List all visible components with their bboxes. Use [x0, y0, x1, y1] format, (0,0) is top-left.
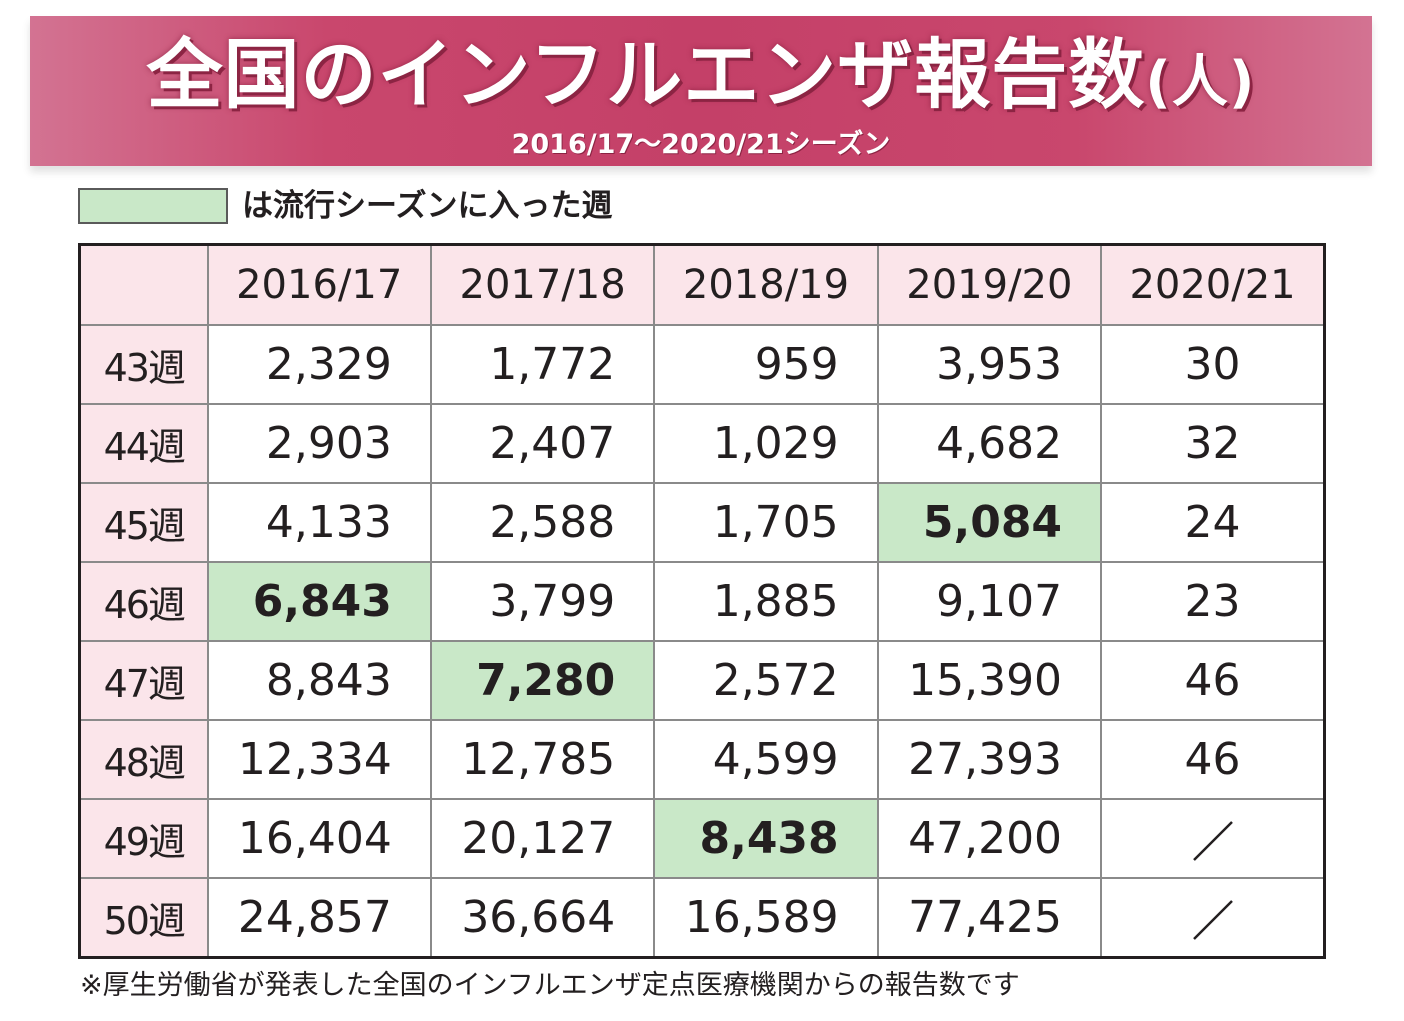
row-header-week: 48週	[78, 719, 209, 800]
table-cell: 27,393	[876, 719, 1103, 800]
table-cell: 2,588	[429, 482, 656, 563]
table-row: 49週 16,404 20,127 8,438 47,200	[78, 798, 1326, 879]
table-cell-epidemic-start: 7,280	[429, 640, 656, 721]
row-header-week: 47週	[78, 640, 209, 721]
header-corner-cell	[78, 243, 209, 326]
table-cell-epidemic-start: 5,084	[876, 482, 1103, 563]
legend: は流行シーズンに入った週	[78, 184, 612, 228]
table-cell: 46	[1100, 719, 1326, 800]
table-row: 47週 8,843 7,280 2,572 15,390 46	[78, 640, 1326, 721]
table-cell: 15,390	[876, 640, 1103, 721]
no-data-slash-icon	[1192, 900, 1233, 940]
column-header-2018-19: 2018/19	[653, 243, 879, 326]
row-header-week: 50週	[78, 877, 209, 959]
table-cell: 1,705	[653, 482, 879, 563]
title-banner: 全国のインフルエンザ報告数(人) 2016/17～2020/21シーズン	[30, 16, 1372, 166]
table-cell: 3,799	[429, 561, 656, 642]
column-header-2016-17: 2016/17	[206, 243, 432, 326]
column-header-2017-18: 2017/18	[429, 243, 656, 326]
table-cell: 23	[1100, 561, 1326, 642]
table-row: 44週 2,903 2,407 1,029 4,682 32	[78, 403, 1326, 484]
table-cell: 46	[1100, 640, 1326, 721]
table-cell: 32	[1100, 403, 1326, 484]
table-cell: 1,885	[653, 561, 879, 642]
table-cell: 4,599	[653, 719, 879, 800]
chart-title-unit: (人)	[1145, 50, 1256, 115]
table-cell: 959	[653, 324, 879, 405]
row-header-week: 45週	[78, 482, 209, 563]
row-header-week: 46週	[78, 561, 209, 642]
legend-text: は流行シーズンに入った週	[242, 188, 613, 224]
table-cell: 12,785	[429, 719, 656, 800]
table-cell: 8,843	[206, 640, 432, 721]
table-cell: 30	[1100, 324, 1326, 405]
table-cell: 12,334	[206, 719, 432, 800]
table-cell: 36,664	[429, 877, 656, 959]
table-header-row: 2016/17 2017/18 2018/19 2019/20 2020/21	[78, 243, 1326, 326]
table-cell: 4,682	[876, 403, 1103, 484]
table-cell: 16,589	[653, 877, 879, 959]
table-cell-no-data	[1100, 798, 1326, 879]
chart-title-text: 全国のインフルエンザ報告数	[146, 30, 1146, 119]
table-cell: 1,772	[429, 324, 656, 405]
table-row: 43週 2,329 1,772 959 3,953 30	[78, 324, 1326, 405]
table-row: 50週 24,857 36,664 16,589 77,425	[78, 877, 1326, 959]
legend-swatch	[78, 188, 228, 224]
influenza-table: 2016/17 2017/18 2018/19 2019/20 2020/21 …	[78, 243, 1326, 959]
table-body: 43週 2,329 1,772 959 3,953 30 44週 2,903 2,407 1,02…	[78, 324, 1326, 959]
row-header-week: 43週	[78, 324, 209, 405]
chart-subtitle: 2016/17～2020/21シーズン	[511, 129, 891, 160]
table-cell: 2,407	[429, 403, 656, 484]
table-cell-epidemic-start: 6,843	[206, 561, 432, 642]
table-cell: 9,107	[876, 561, 1103, 642]
table-cell: 47,200	[876, 798, 1103, 879]
table-cell: 1,029	[653, 403, 879, 484]
row-header-week: 49週	[78, 798, 209, 879]
table-cell: 2,329	[206, 324, 432, 405]
table-cell: 77,425	[876, 877, 1103, 959]
row-header-week: 44週	[78, 403, 209, 484]
table-cell: 16,404	[206, 798, 432, 879]
footnote: ※厚生労働省が発表した全国のインフルエンザ定点医療機関からの報告数です	[80, 970, 1020, 1001]
table-cell-no-data	[1100, 877, 1326, 959]
column-header-2019-20: 2019/20	[876, 243, 1103, 326]
table-cell: 20,127	[429, 798, 656, 879]
table-row: 45週 4,133 2,588 1,705 5,084 24	[78, 482, 1326, 563]
table-row: 48週 12,334 12,785 4,599 27,393 46	[78, 719, 1326, 800]
table-cell: 24,857	[206, 877, 432, 959]
table-cell: 2,572	[653, 640, 879, 721]
table-cell: 2,903	[206, 403, 432, 484]
table-cell: 4,133	[206, 482, 432, 563]
table-cell-epidemic-start: 8,438	[653, 798, 879, 879]
table-cell: 3,953	[876, 324, 1103, 405]
table-row: 46週 6,843 3,799 1,885 9,107 23	[78, 561, 1326, 642]
chart-title: 全国のインフルエンザ報告数(人)	[30, 30, 1372, 128]
table-cell: 24	[1100, 482, 1326, 563]
column-header-2020-21: 2020/21	[1100, 243, 1326, 326]
no-data-slash-icon	[1192, 821, 1233, 861]
